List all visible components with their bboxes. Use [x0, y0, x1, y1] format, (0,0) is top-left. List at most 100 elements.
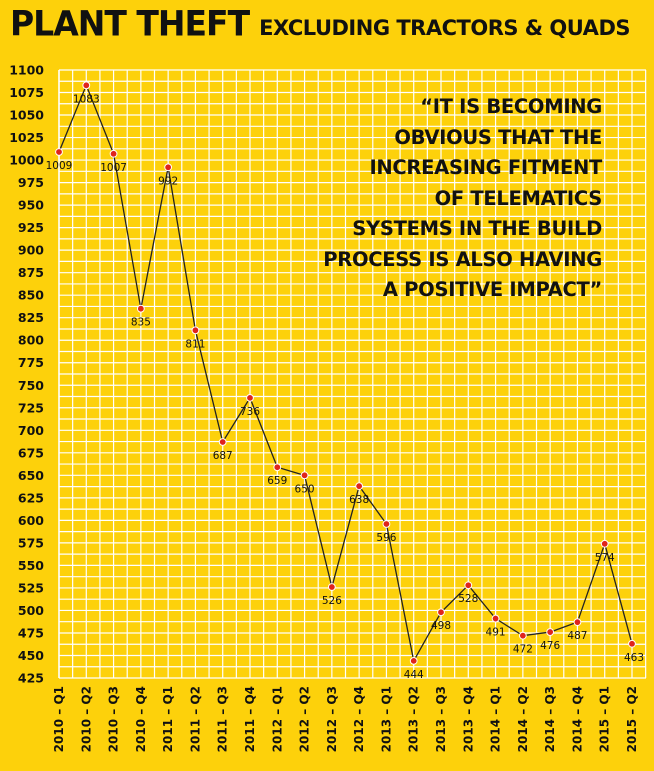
- x-tick-label: 2012 – Q4: [352, 686, 366, 752]
- y-tick-label: 975: [18, 175, 44, 190]
- x-tick-label: 2014 – Q1: [489, 686, 503, 752]
- x-tick-label: 2013 – Q2: [407, 686, 421, 752]
- data-label: 444: [404, 669, 424, 681]
- quote-line: SYSTEMS IN THE BUILD: [352, 217, 602, 240]
- x-tick-label: 2010 – Q3: [107, 686, 121, 752]
- data-label: 650: [295, 483, 315, 495]
- x-tick-label: 2010 – Q1: [52, 686, 66, 752]
- data-point: [109, 149, 118, 158]
- data-label: 574: [595, 552, 615, 564]
- data-label: 638: [349, 494, 369, 506]
- x-tick-label: 2015 – Q2: [625, 686, 639, 752]
- data-point: [82, 81, 91, 90]
- y-tick-label: 750: [18, 378, 44, 393]
- data-point: [437, 608, 445, 617]
- chart-title-bar: PLANT THEFT EXCLUDING TRACTORS & QUADS: [10, 3, 630, 44]
- quote-line: “IT IS BECOMING: [420, 95, 602, 118]
- y-tick-label: 1050: [9, 108, 44, 123]
- data-point: [491, 614, 500, 623]
- y-tick-label: 775: [18, 355, 44, 370]
- data-point: [300, 471, 309, 480]
- data-label: 526: [322, 595, 342, 607]
- y-tick-label: 525: [18, 580, 44, 595]
- x-tick-label: 2010 – Q4: [134, 686, 148, 752]
- x-tick-label: 2013 – Q4: [461, 686, 475, 752]
- x-tick-label: 2012 – Q1: [270, 686, 284, 752]
- x-tick-label: 2011 – Q4: [243, 686, 257, 752]
- data-label: 491: [486, 627, 506, 639]
- data-point: [273, 463, 282, 472]
- y-tick-label: 825: [18, 310, 44, 325]
- data-point: [218, 438, 227, 446]
- data-label: 1083: [73, 93, 100, 105]
- chart-subtitle: EXCLUDING TRACTORS & QUADS: [259, 16, 630, 40]
- data-label: 487: [567, 630, 587, 642]
- y-tick-label: 675: [18, 445, 44, 460]
- y-tick-label: 925: [18, 220, 44, 235]
- quote-line: A POSITIVE IMPACT”: [382, 278, 602, 301]
- y-tick-label: 700: [18, 423, 44, 438]
- data-point: [246, 393, 254, 402]
- y-tick-label: 475: [18, 625, 44, 640]
- y-tick-label: 600: [18, 513, 44, 528]
- y-tick-label: 725: [18, 400, 44, 415]
- data-label: 992: [158, 175, 178, 187]
- data-point: [409, 656, 418, 665]
- y-tick-label: 550: [18, 558, 44, 573]
- y-tick-label: 575: [18, 535, 44, 550]
- data-point: [518, 631, 527, 640]
- x-tick-label: 2013 – Q3: [434, 686, 448, 752]
- x-tick-label: 2014 – Q3: [543, 686, 557, 752]
- data-label: 1007: [100, 162, 127, 174]
- data-point: [464, 581, 473, 590]
- data-label: 596: [376, 532, 396, 544]
- data-point: [355, 482, 364, 491]
- data-label: 472: [513, 644, 533, 656]
- x-tick-label: 2013 – Q1: [379, 686, 393, 752]
- y-tick-label: 1000: [9, 153, 44, 168]
- x-tick-label: 2014 – Q2: [516, 686, 530, 752]
- y-tick-label: 900: [18, 243, 44, 258]
- data-label: 528: [458, 593, 478, 605]
- x-tick-label: 2011 – Q2: [188, 686, 202, 752]
- x-tick-label: 2014 – Q4: [570, 686, 584, 752]
- y-tick-label: 500: [18, 603, 44, 618]
- data-label: 463: [624, 652, 644, 664]
- data-label: 736: [240, 406, 260, 418]
- y-tick-label: 450: [18, 648, 44, 663]
- y-tick-label: 1075: [9, 85, 44, 100]
- y-tick-label: 800: [18, 333, 44, 348]
- data-label: 498: [431, 620, 451, 632]
- data-point: [136, 304, 145, 313]
- x-tick-label: 2011 – Q3: [216, 686, 230, 752]
- quote-line: OBVIOUS THAT THE: [394, 125, 602, 149]
- data-label: 476: [540, 640, 560, 652]
- data-point: [600, 539, 609, 548]
- quote-line: OF TELEMATICS: [434, 186, 603, 210]
- data-point: [628, 639, 636, 648]
- y-tick-label: 850: [18, 288, 44, 303]
- data-point: [191, 326, 200, 335]
- chart-title: PLANT THEFT: [10, 3, 250, 44]
- quote-line: PROCESS IS ALSO HAVING: [323, 247, 602, 271]
- data-point: [164, 163, 173, 172]
- y-tick-label: 1025: [9, 130, 44, 145]
- data-label: 1009: [46, 160, 73, 172]
- y-tick-label: 1100: [9, 63, 44, 78]
- y-tick-label: 650: [18, 468, 44, 483]
- data-point: [382, 520, 391, 528]
- y-tick-label: 875: [18, 265, 44, 280]
- x-tick-label: 2015 – Q1: [598, 686, 612, 752]
- x-tick-label: 2012 – Q2: [298, 686, 312, 752]
- y-tick-label: 425: [18, 671, 44, 686]
- y-tick-label: 625: [18, 490, 44, 505]
- data-point: [327, 583, 336, 591]
- series-line: [58, 83, 633, 663]
- x-tick-label: 2010 – Q2: [79, 686, 93, 752]
- x-tick-label: 2011 – Q1: [161, 686, 175, 752]
- data-label: 687: [213, 450, 233, 462]
- data-point: [546, 628, 555, 636]
- data-label: 811: [185, 338, 205, 350]
- quote-line: INCREASING FITMENT: [369, 156, 602, 179]
